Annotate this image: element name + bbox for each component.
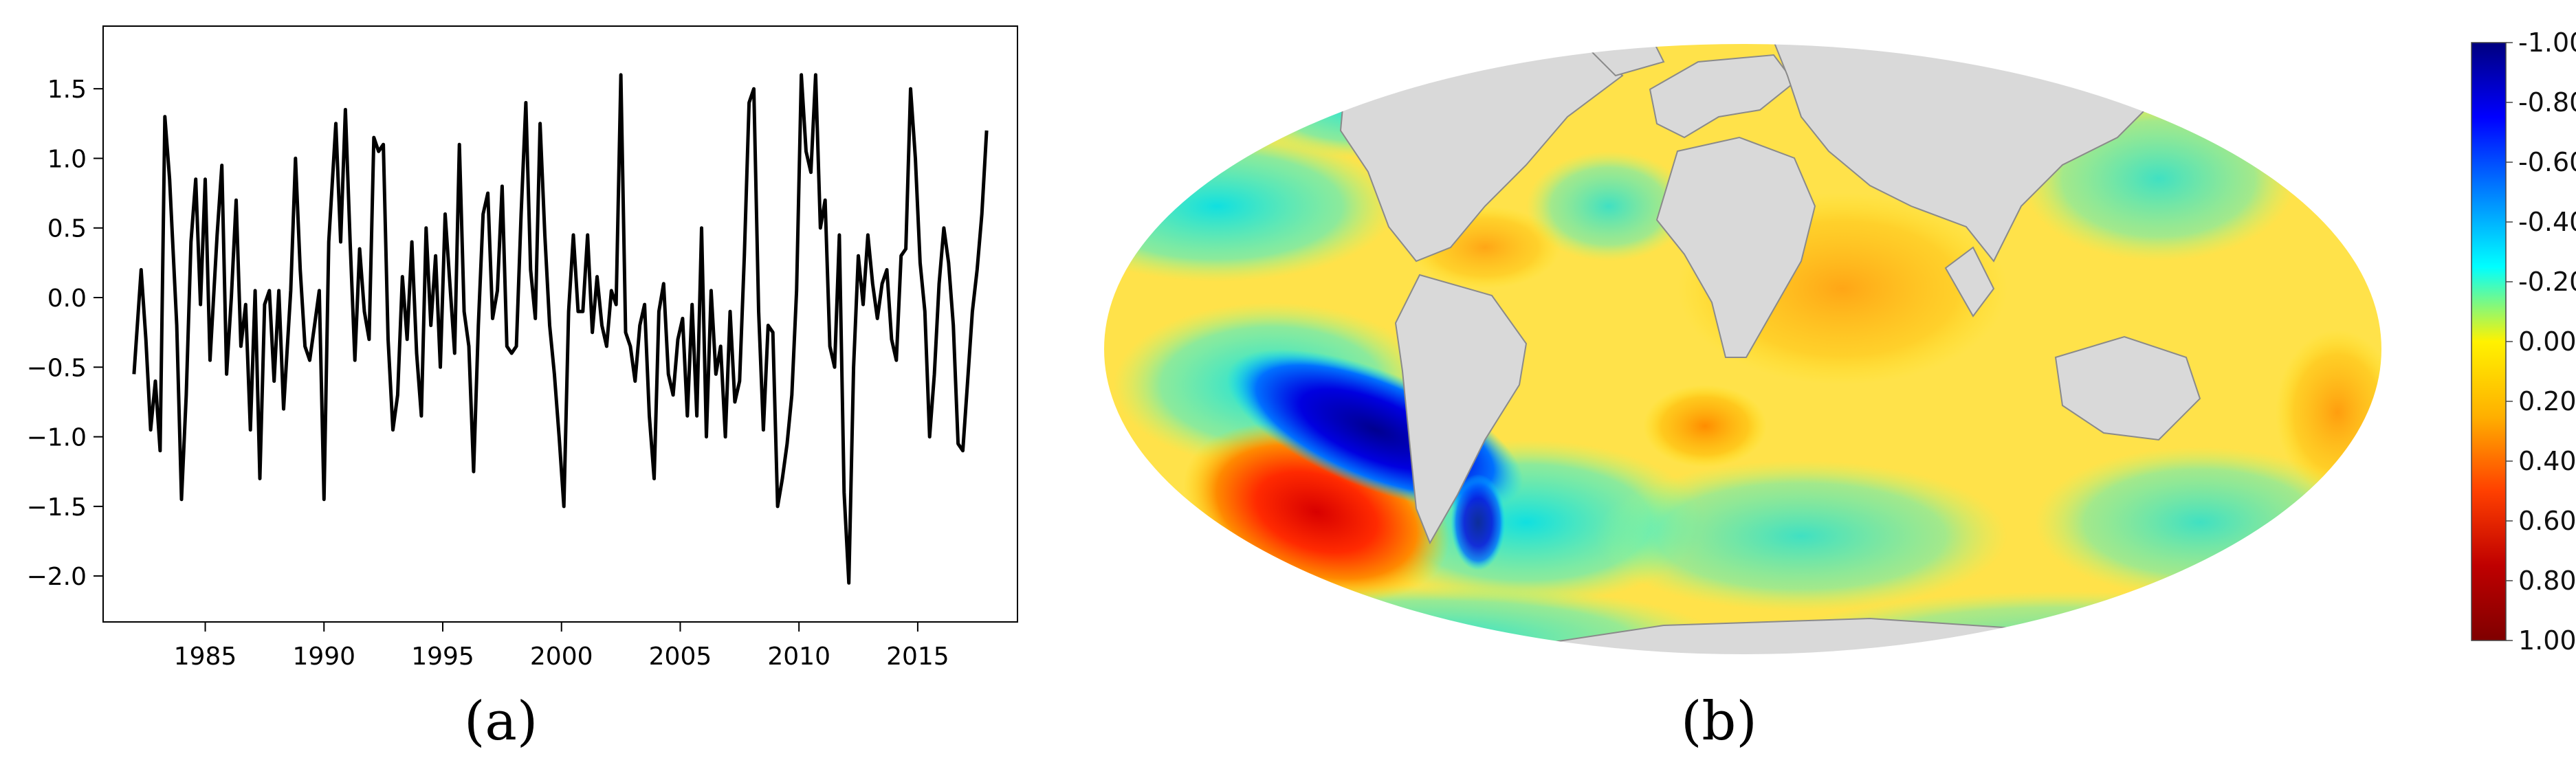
x-tick-label: 1990 [292, 643, 355, 671]
y-tick-label: 0.5 [47, 215, 87, 243]
y-tick-label: −2.0 [27, 563, 87, 591]
colorbar-tick-label: 0.20 [2518, 386, 2576, 416]
y-tick-label: −1.5 [27, 493, 87, 522]
colorbar-gradient [2471, 42, 2507, 641]
time-series-chart: 1985 1990 1995 2000 2005 2010 2015 1.5 1.0 0.5 0.0… [27, 25, 1018, 671]
y-tick-label: −0.5 [27, 354, 87, 382]
colorbar-tick-label: 0.00 [2518, 326, 2576, 357]
colorbar-tick-label: -0.80 [2518, 87, 2576, 118]
colorbar-tick-label: -0.60 [2518, 147, 2576, 177]
y-tick-label: 0.0 [47, 285, 87, 313]
x-tick-label: 2005 [649, 643, 712, 671]
x-tick-label: 1985 [174, 643, 237, 671]
series-line [132, 73, 989, 585]
ocean-field [1103, 43, 2382, 655]
colorbar-tick-label: 0.80 [2518, 566, 2576, 596]
x-tick-label: 2015 [886, 643, 949, 671]
colorbar-tick-label: -0.40 [2518, 207, 2576, 237]
global-correlation-map: -1.00 -0.80 -0.60 -0.40 -0.20 0.00 0.20 0.40 0.6… [1103, 27, 2576, 656]
x-tick-label: 2010 [767, 643, 830, 671]
y-tick-label: 1.0 [47, 145, 87, 173]
caption-b: (b) [1681, 691, 1757, 753]
panel-b: -1.00 -0.80 -0.60 -0.40 -0.20 0.00 0.20 0.40 0.6… [1045, 0, 2576, 766]
y-tick-label: 1.5 [47, 76, 87, 104]
colorbar-tick-label: 0.40 [2518, 446, 2576, 476]
caption-a: (a) [464, 691, 538, 753]
colorbar: -1.00 -0.80 -0.60 -0.40 -0.20 0.00 0.20 0.40 0.6… [2471, 27, 2576, 656]
x-tick-label: 2000 [530, 643, 593, 671]
x-tick-label: 1995 [411, 643, 474, 671]
panel-a: 1985 1990 1995 2000 2005 2010 2015 1.5 1.0 0.5 0.0… [0, 0, 1045, 766]
plot-frame [102, 25, 1018, 623]
y-tick-label: −1.0 [27, 424, 87, 452]
colorbar-tick-label: 0.60 [2518, 506, 2576, 536]
colorbar-tick-label: -0.20 [2518, 267, 2576, 297]
globe-outline [1103, 43, 2383, 656]
colorbar-tick-label: -1.00 [2518, 27, 2576, 58]
colorbar-tick-label: 1.00 [2518, 625, 2576, 656]
